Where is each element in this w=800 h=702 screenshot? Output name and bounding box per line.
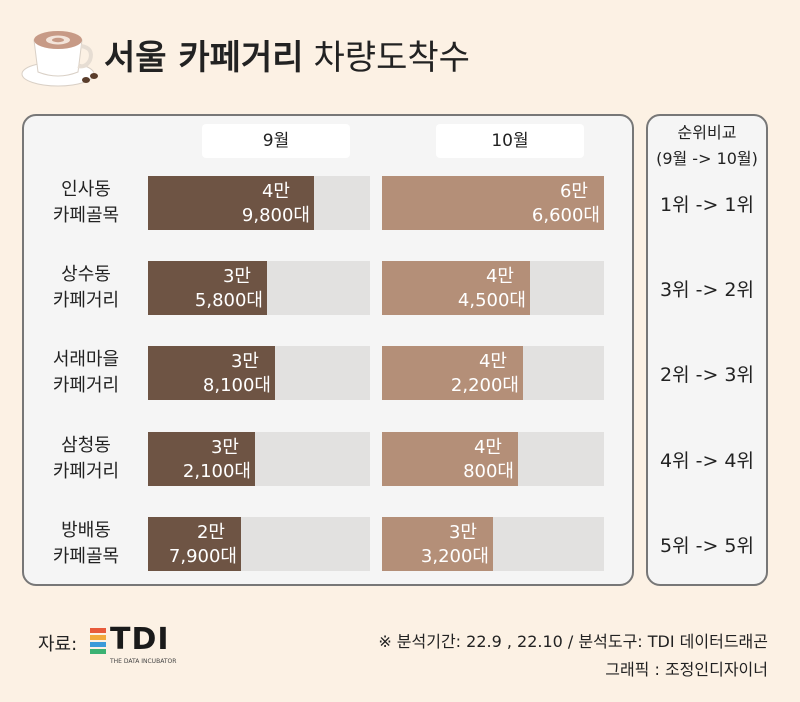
page-title: 서울 카페거리 차량도착수 xyxy=(104,30,470,79)
oct-bar-label: 6만 6,600대 xyxy=(382,176,600,230)
oct-value-line1: 4만 xyxy=(473,437,502,458)
oct-bar-track: 4만 800대 xyxy=(382,432,604,486)
sep-value-line2: 5,800대 xyxy=(194,290,263,311)
oct-value-line2: 800대 xyxy=(463,461,514,482)
rank-compare: 4위 -> 4위 xyxy=(660,450,754,472)
sep-value-line2: 8,100대 xyxy=(202,375,271,396)
rank-compare: 3위 -> 2위 xyxy=(660,279,754,301)
sep-bar-label: 2만 7,900대 xyxy=(148,517,237,571)
sep-bar-track: 3만 2,100대 xyxy=(148,432,370,486)
oct-value-line1: 3만 xyxy=(448,522,477,543)
row-label-line1: 인사동 xyxy=(61,179,111,200)
rank-header-title: 순위비교 xyxy=(677,123,737,142)
sep-value-line1: 3만 xyxy=(210,437,239,458)
sep-bar-track: 4만 9,800대 xyxy=(148,176,370,230)
rank-header-sub: (9월 -> 10월) xyxy=(656,149,758,168)
oct-value-line2: 3,200대 xyxy=(420,546,489,567)
sep-bar-label: 3만 8,100대 xyxy=(148,346,271,400)
sep-value-line2: 9,800대 xyxy=(241,205,310,226)
sep-value-line1: 2만 xyxy=(196,522,225,543)
oct-value-line2: 6,600대 xyxy=(531,205,600,226)
rank-header: 순위비교 (9월 -> 10월) xyxy=(648,120,766,172)
sep-bar-label: 3만 2,100대 xyxy=(148,432,251,486)
logo-subtitle: THE DATA INCUBATOR xyxy=(110,658,177,665)
oct-value-line1: 4만 xyxy=(485,266,514,287)
sep-bar-label: 3만 5,800대 xyxy=(148,261,263,315)
oct-value-line2: 4,500대 xyxy=(457,290,526,311)
sep-bar xyxy=(148,346,275,400)
column-header-sep: 9월 xyxy=(202,124,350,158)
oct-bar xyxy=(382,346,523,400)
rank-compare: 1위 -> 1위 xyxy=(660,194,754,216)
oct-bar-track: 3만 3,200대 xyxy=(382,517,604,571)
oct-bar-label: 3만 3,200대 xyxy=(382,517,489,571)
column-header-oct: 10월 xyxy=(436,124,584,158)
sep-value-line1: 4만 xyxy=(261,181,290,202)
oct-bar-label: 4만 4,500대 xyxy=(382,261,526,315)
oct-bar-label: 4만 800대 xyxy=(382,432,514,486)
row-label-line1: 삼청동 xyxy=(61,435,111,456)
sep-bar xyxy=(148,432,255,486)
logo-text: TDI xyxy=(110,622,170,657)
oct-value-line2: 2,200대 xyxy=(450,375,519,396)
oct-bar xyxy=(382,517,493,571)
sep-bar-label: 4만 9,800대 xyxy=(148,176,310,230)
rank-compare: 2위 -> 3위 xyxy=(660,364,754,386)
oct-value-line1: 4만 xyxy=(478,351,507,372)
sep-bar-track: 3만 5,800대 xyxy=(148,261,370,315)
row-label-line2: 카페골목 xyxy=(52,546,120,567)
analysis-note: ※ 분석기간: 22.9 , 22.10 / 분석도구: TDI 데이터드래곤 xyxy=(378,632,768,651)
row-label-line1: 방배동 xyxy=(61,520,111,541)
oct-bar-track: 4만 4,500대 xyxy=(382,261,604,315)
row-label-line1: 상수동 xyxy=(61,264,111,285)
oct-bar xyxy=(382,176,604,230)
tdi-logo: TDI THE DATA INCUBATOR xyxy=(90,622,180,668)
oct-bar-label: 4만 2,200대 xyxy=(382,346,519,400)
sep-value-line2: 7,900대 xyxy=(168,546,237,567)
sep-bar-track: 3만 8,100대 xyxy=(148,346,370,400)
graphic-credit: 그래픽 : 조정인디자이너 xyxy=(605,660,768,679)
rank-compare: 5위 -> 5위 xyxy=(660,535,754,557)
coffee-cup-icon xyxy=(21,31,98,87)
row-label-line2: 카페거리 xyxy=(52,290,120,311)
sep-value-line1: 3만 xyxy=(230,351,259,372)
oct-bar-track: 4만 2,200대 xyxy=(382,346,604,400)
sep-bar-track: 2만 7,900대 xyxy=(148,517,370,571)
sep-value-line2: 2,100대 xyxy=(182,461,251,482)
oct-bar xyxy=(382,261,530,315)
row-label-line2: 카페골목 xyxy=(52,205,120,226)
oct-bar xyxy=(382,432,518,486)
sep-bar xyxy=(148,517,241,571)
row-label-line1: 서래마을 xyxy=(52,349,120,370)
rank-panel xyxy=(646,114,768,586)
sep-value-line1: 3만 xyxy=(222,266,251,287)
oct-bar-track: 6만 6,600대 xyxy=(382,176,604,230)
source-label: 자료: xyxy=(38,634,78,655)
row-label-line2: 카페거리 xyxy=(52,461,120,482)
sep-bar xyxy=(148,261,267,315)
title-light: 차량도착수 xyxy=(313,38,470,78)
oct-value-line1: 6만 xyxy=(559,181,588,202)
title-bold: 서울 카페거리 xyxy=(104,38,304,78)
row-label-line2: 카페거리 xyxy=(52,375,120,396)
sep-bar xyxy=(148,176,314,230)
